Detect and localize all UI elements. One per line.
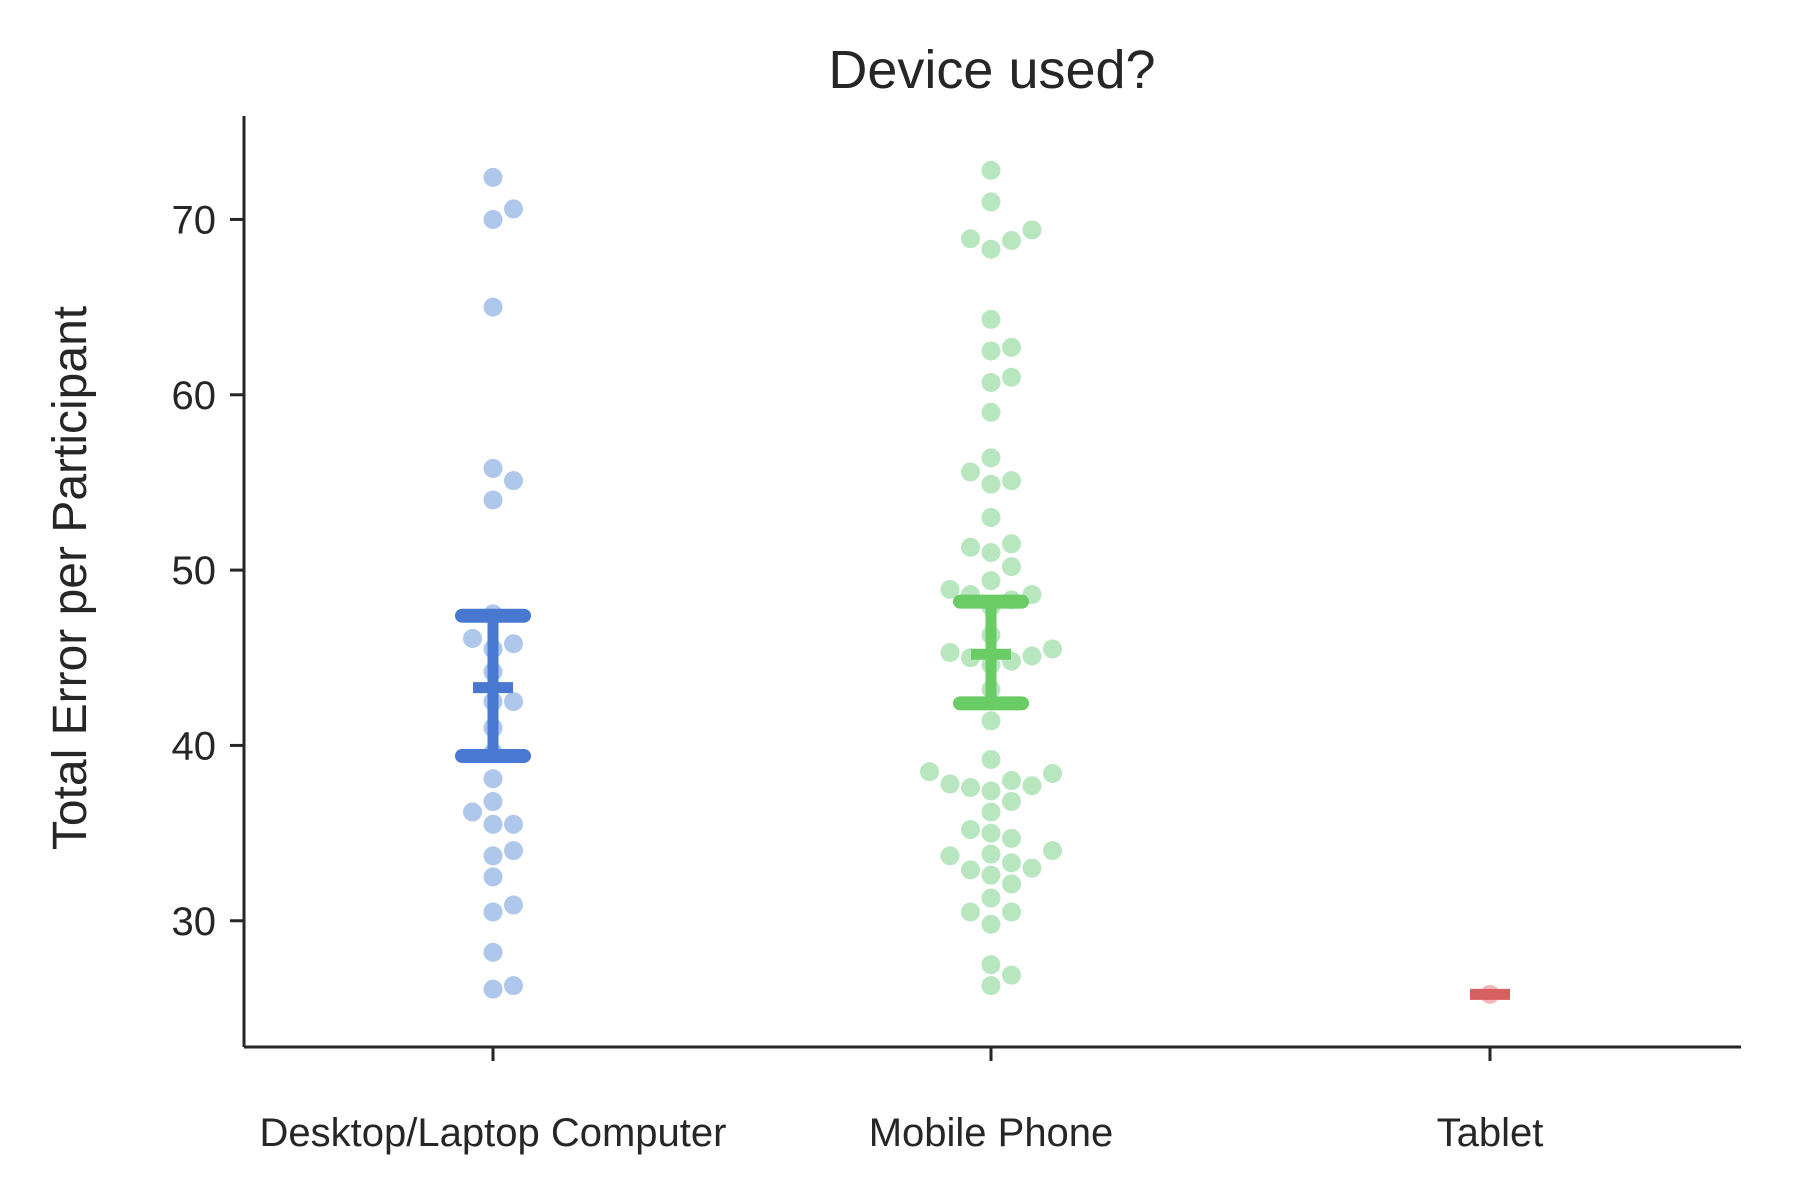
data-point — [961, 462, 980, 482]
data-point — [981, 341, 1001, 361]
data-point — [1002, 367, 1021, 387]
data-point — [504, 841, 523, 861]
data-point — [1022, 858, 1042, 878]
data-point — [483, 867, 503, 887]
data-point — [1022, 220, 1042, 240]
data-point — [981, 865, 1001, 885]
x-tick-label: Mobile Phone — [869, 1111, 1114, 1155]
data-point — [483, 814, 503, 834]
data-point — [1002, 534, 1021, 554]
x-tick-label: Desktop/Laptop Computer — [260, 1111, 727, 1155]
data-point — [981, 160, 1001, 180]
data-point — [483, 490, 503, 510]
plot-area — [455, 160, 1510, 1004]
data-point — [504, 895, 523, 915]
data-point — [1022, 646, 1042, 666]
y-axis-ticks: 30 40 50 60 70 — [172, 198, 244, 944]
data-point — [483, 942, 503, 962]
data-point — [981, 914, 1001, 934]
data-point — [483, 979, 503, 999]
data-point — [483, 209, 503, 229]
data-point — [1002, 792, 1021, 812]
data-point — [940, 774, 960, 794]
data-point — [981, 802, 1001, 822]
data-point — [1002, 337, 1021, 357]
data-point — [483, 792, 503, 812]
data-point — [1002, 471, 1021, 491]
x-tick-label: Tablet — [1437, 1111, 1544, 1155]
data-point — [1002, 874, 1021, 894]
data-point — [940, 643, 960, 663]
data-point — [483, 902, 503, 922]
data-point — [1002, 557, 1021, 577]
data-point — [940, 846, 960, 866]
data-point — [1043, 841, 1062, 861]
data-point — [961, 820, 980, 840]
data-point — [981, 402, 1001, 422]
y-tick-label: 60 — [172, 374, 217, 418]
data-point — [961, 902, 980, 922]
y-tick-label: 70 — [172, 198, 217, 242]
data-point — [483, 458, 503, 478]
data-point — [920, 762, 939, 782]
data-point — [961, 229, 980, 249]
data-point — [981, 571, 1001, 591]
data-point — [981, 749, 1001, 769]
chart-title: Device used? — [828, 40, 1155, 100]
data-point — [981, 888, 1001, 908]
data-point — [981, 976, 1001, 996]
y-tick-label: 40 — [172, 724, 217, 768]
y-axis-title: Total Error per Participant — [44, 306, 97, 850]
data-point — [981, 474, 1001, 494]
data-point — [483, 167, 503, 187]
data-point — [504, 976, 523, 996]
data-point — [1002, 965, 1021, 985]
data-point — [981, 239, 1001, 259]
data-point — [1043, 763, 1062, 783]
data-point — [981, 781, 1001, 801]
data-point — [981, 711, 1001, 731]
data-point — [504, 692, 523, 712]
data-point — [504, 471, 523, 491]
y-tick-label: 30 — [172, 900, 217, 944]
data-point — [1002, 770, 1021, 790]
data-point — [981, 448, 1001, 468]
data-point — [504, 634, 523, 654]
data-point — [981, 309, 1001, 329]
data-point — [981, 373, 1001, 393]
data-point — [961, 860, 980, 880]
data-point — [1002, 828, 1021, 848]
data-point — [981, 543, 1001, 563]
data-point — [981, 955, 1001, 975]
data-point — [1022, 776, 1042, 796]
data-point — [483, 846, 503, 866]
data-point — [1002, 230, 1021, 250]
data-point — [1002, 853, 1021, 873]
data-point — [504, 199, 523, 219]
data-point — [981, 844, 1001, 864]
data-point — [961, 537, 980, 557]
data-point — [981, 823, 1001, 843]
data-point — [981, 508, 1001, 528]
data-point — [1002, 902, 1021, 922]
data-point — [504, 814, 523, 834]
data-point — [1043, 639, 1062, 659]
data-point — [961, 778, 980, 798]
data-point — [483, 297, 503, 317]
data-point — [463, 628, 482, 648]
x-axis-ticks: Desktop/Laptop Computer Mobile Phone Table… — [260, 1047, 1544, 1155]
data-point — [940, 579, 960, 599]
y-tick-label: 50 — [172, 549, 217, 593]
data-point — [463, 802, 482, 822]
data-point — [483, 769, 503, 789]
data-point — [981, 192, 1001, 212]
